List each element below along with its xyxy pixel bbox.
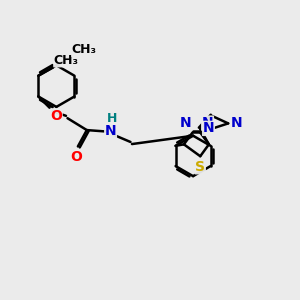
Text: N: N	[202, 116, 213, 130]
Text: N: N	[202, 122, 214, 135]
Text: H: H	[107, 112, 117, 125]
Text: S: S	[195, 160, 205, 174]
Text: O: O	[50, 109, 62, 123]
Text: O: O	[70, 150, 82, 164]
Text: CH₃: CH₃	[72, 44, 97, 56]
Text: CH₃: CH₃	[54, 54, 79, 67]
Text: N: N	[105, 124, 116, 138]
Text: N: N	[179, 116, 191, 130]
Text: N: N	[231, 116, 242, 130]
